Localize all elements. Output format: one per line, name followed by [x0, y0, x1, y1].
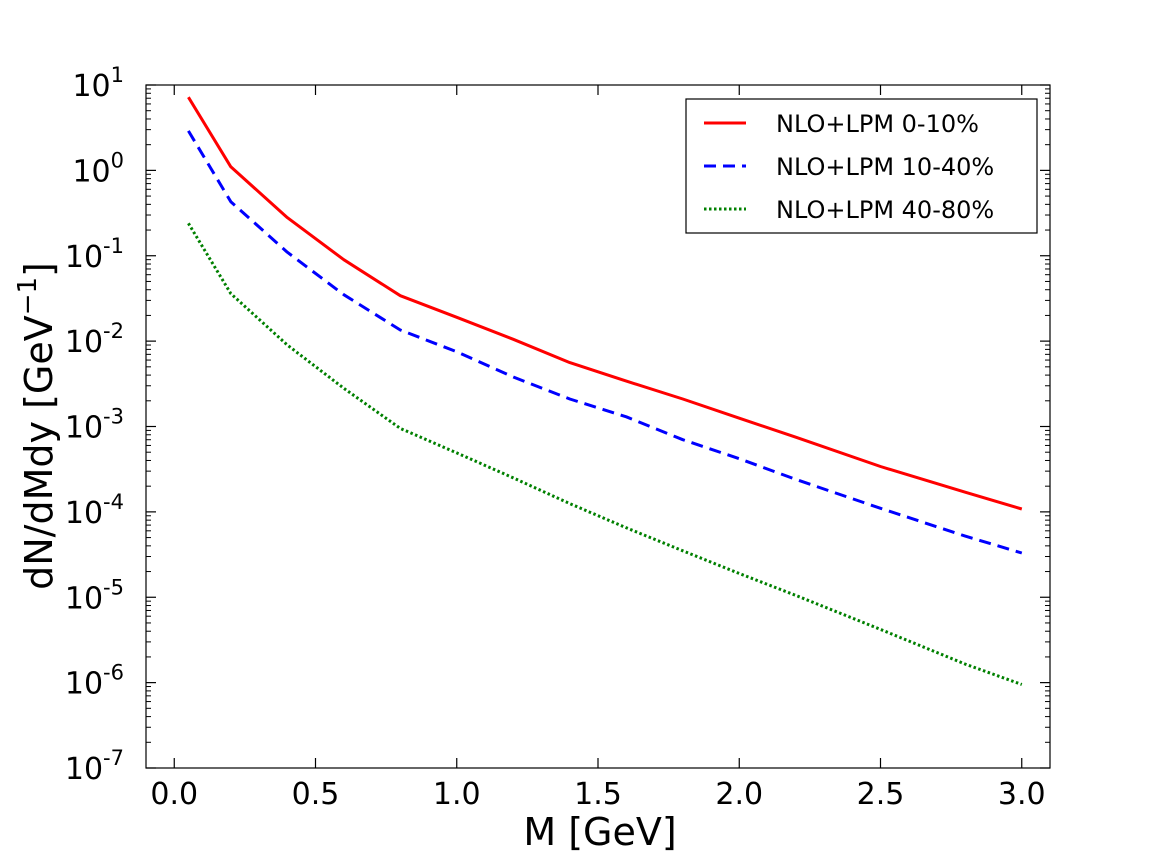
series-line-3	[187, 222, 1023, 686]
y-axis-label-superscript: −1	[13, 277, 43, 315]
axis-ticks	[146, 84, 1050, 769]
y-tick-exponent: -3	[103, 405, 124, 429]
x-tick-labels: 0.0 0.5 1.0 1.5 2.0 2.5 3.0	[150, 777, 1045, 812]
y-axis-label-end: ]	[17, 262, 61, 277]
x-tick-label: 2.5	[857, 777, 905, 812]
y-tick-label: 10-1	[65, 234, 124, 275]
y-tick-base: 10	[65, 325, 103, 360]
y-tick-base: 10	[72, 154, 110, 189]
y-tick-label: 101	[72, 63, 124, 104]
y-axis-label: dN/dMdy [GeV−1]	[13, 262, 61, 590]
y-tick-base: 10	[65, 411, 103, 446]
y-tick-label: 10-3	[65, 405, 124, 446]
y-tick-label: 10-6	[65, 661, 124, 702]
y-axis-label-main: dN/dMdy [GeV	[17, 315, 61, 590]
y-tick-exponent: -6	[103, 661, 124, 685]
series-line-2	[187, 130, 1023, 555]
y-tick-exponent: -7	[103, 746, 124, 770]
legend-label-2: NLO+LPM 10-40%	[776, 153, 994, 181]
legend-label-3: NLO+LPM 40-80%	[776, 196, 994, 224]
y-tick-label: 10-7	[65, 746, 124, 787]
y-tick-base: 10	[65, 752, 103, 787]
x-tick-label: 1.0	[433, 777, 481, 812]
y-tick-exponent: -2	[103, 319, 124, 343]
y-tick-exponent: -5	[103, 575, 124, 599]
x-tick-label: 0.0	[150, 777, 198, 812]
y-tick-base: 10	[65, 667, 103, 702]
y-tick-exponent: 0	[111, 148, 124, 172]
y-tick-label: 10-4	[65, 490, 124, 531]
x-axis-label: M [GeV]	[523, 810, 676, 852]
x-tick-label: 3.0	[998, 777, 1046, 812]
x-tick-label: 0.5	[292, 777, 340, 812]
y-tick-label: 100	[72, 148, 124, 189]
y-tick-base: 10	[65, 581, 103, 616]
y-tick-base: 10	[65, 496, 103, 531]
x-tick-label: 2.0	[715, 777, 763, 812]
y-tick-exponent: 1	[111, 63, 124, 87]
y-tick-exponent: -1	[103, 234, 124, 258]
legend: NLO+LPM 0-10% NLO+LPM 10-40% NLO+LPM 40-80…	[685, 98, 1038, 234]
series-line-1	[187, 96, 1023, 511]
plot-area	[187, 96, 1023, 686]
y-tick-base: 10	[65, 240, 103, 275]
y-tick-base: 10	[72, 69, 110, 104]
x-tick-label: 1.5	[574, 777, 622, 812]
y-tick-label: 10-5	[65, 575, 124, 616]
y-tick-label: 10-2	[65, 319, 124, 360]
legend-label-1: NLO+LPM 0-10%	[776, 110, 979, 138]
y-tick-exponent: -4	[103, 490, 124, 514]
